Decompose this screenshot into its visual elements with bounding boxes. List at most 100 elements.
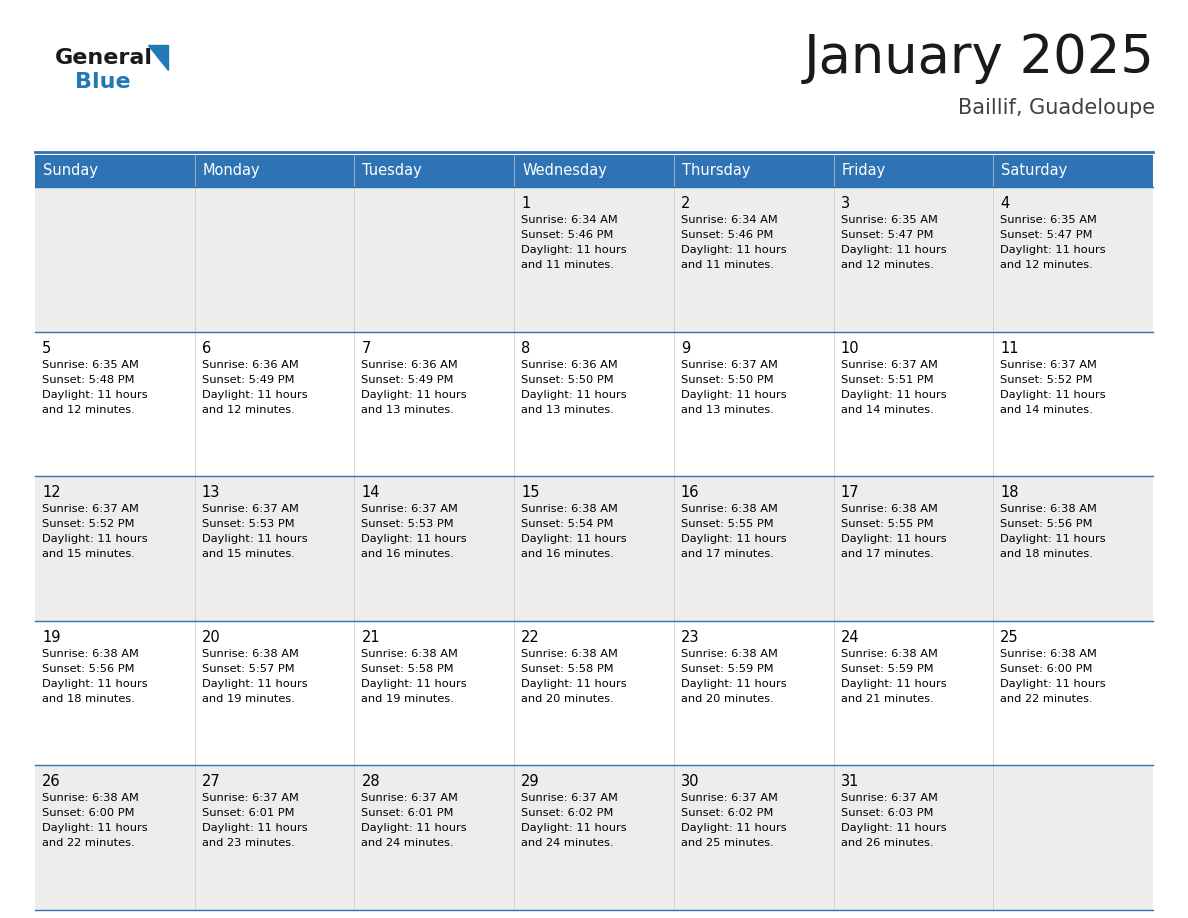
Text: 9: 9 [681, 341, 690, 355]
Text: and 18 minutes.: and 18 minutes. [1000, 549, 1093, 559]
Text: Daylight: 11 hours: Daylight: 11 hours [361, 389, 467, 399]
Text: Daylight: 11 hours: Daylight: 11 hours [841, 534, 946, 544]
Text: Sunset: 5:55 PM: Sunset: 5:55 PM [681, 520, 773, 529]
Text: Sunrise: 6:38 AM: Sunrise: 6:38 AM [1000, 649, 1098, 659]
Text: Friday: Friday [841, 163, 886, 178]
Text: 7: 7 [361, 341, 371, 355]
Text: Daylight: 11 hours: Daylight: 11 hours [681, 245, 786, 255]
Text: Daylight: 11 hours: Daylight: 11 hours [681, 389, 786, 399]
Text: and 14 minutes.: and 14 minutes. [841, 405, 934, 415]
Text: Sunrise: 6:36 AM: Sunrise: 6:36 AM [522, 360, 618, 370]
Text: Daylight: 11 hours: Daylight: 11 hours [681, 678, 786, 688]
Text: 31: 31 [841, 775, 859, 789]
Text: 13: 13 [202, 486, 220, 500]
Text: Sunrise: 6:38 AM: Sunrise: 6:38 AM [1000, 504, 1098, 514]
Text: Baillif, Guadeloupe: Baillif, Guadeloupe [958, 98, 1155, 118]
Text: 25: 25 [1000, 630, 1019, 644]
Text: 18: 18 [1000, 486, 1019, 500]
Text: Daylight: 11 hours: Daylight: 11 hours [522, 823, 627, 834]
Text: and 18 minutes.: and 18 minutes. [42, 694, 135, 704]
Text: Sunset: 5:50 PM: Sunset: 5:50 PM [522, 375, 614, 385]
Text: Daylight: 11 hours: Daylight: 11 hours [202, 389, 308, 399]
Text: 4: 4 [1000, 196, 1010, 211]
Bar [514, 155, 674, 187]
Polygon shape [148, 45, 168, 70]
Text: and 24 minutes.: and 24 minutes. [522, 838, 614, 848]
Text: and 24 minutes.: and 24 minutes. [361, 838, 454, 848]
Text: Daylight: 11 hours: Daylight: 11 hours [42, 534, 147, 544]
Text: Sunrise: 6:35 AM: Sunrise: 6:35 AM [42, 360, 139, 370]
Text: Sunset: 5:52 PM: Sunset: 5:52 PM [42, 520, 134, 529]
Text: and 12 minutes.: and 12 minutes. [1000, 260, 1093, 270]
Text: 20: 20 [202, 630, 221, 644]
Text: and 14 minutes.: and 14 minutes. [1000, 405, 1093, 415]
Text: Daylight: 11 hours: Daylight: 11 hours [522, 245, 627, 255]
Text: Daylight: 11 hours: Daylight: 11 hours [361, 823, 467, 834]
Bar [834, 155, 993, 187]
Text: and 16 minutes.: and 16 minutes. [361, 549, 454, 559]
Text: Wednesday: Wednesday [523, 163, 607, 178]
Text: 11: 11 [1000, 341, 1019, 355]
Text: Daylight: 11 hours: Daylight: 11 hours [202, 534, 308, 544]
Text: Sunset: 5:50 PM: Sunset: 5:50 PM [681, 375, 773, 385]
Text: 6: 6 [202, 341, 211, 355]
Text: 26: 26 [42, 775, 61, 789]
Text: Sunrise: 6:38 AM: Sunrise: 6:38 AM [681, 649, 778, 659]
Text: Sunset: 6:03 PM: Sunset: 6:03 PM [841, 809, 933, 819]
Text: and 22 minutes.: and 22 minutes. [42, 838, 134, 848]
Text: Daylight: 11 hours: Daylight: 11 hours [1000, 245, 1106, 255]
Text: Sunrise: 6:37 AM: Sunrise: 6:37 AM [841, 360, 937, 370]
Text: Sunset: 5:57 PM: Sunset: 5:57 PM [202, 664, 295, 674]
Text: 28: 28 [361, 775, 380, 789]
Text: Thursday: Thursday [682, 163, 751, 178]
Text: Sunset: 6:01 PM: Sunset: 6:01 PM [361, 809, 454, 819]
Text: 2: 2 [681, 196, 690, 211]
Text: Sunrise: 6:37 AM: Sunrise: 6:37 AM [42, 504, 139, 514]
Text: 29: 29 [522, 775, 539, 789]
Text: Sunrise: 6:36 AM: Sunrise: 6:36 AM [202, 360, 298, 370]
Text: Sunset: 5:51 PM: Sunset: 5:51 PM [841, 375, 934, 385]
Text: Sunset: 5:58 PM: Sunset: 5:58 PM [522, 664, 614, 674]
Text: Sunset: 6:02 PM: Sunset: 6:02 PM [522, 809, 613, 819]
Text: and 21 minutes.: and 21 minutes. [841, 694, 934, 704]
Text: Sunrise: 6:37 AM: Sunrise: 6:37 AM [361, 793, 459, 803]
Text: 12: 12 [42, 486, 61, 500]
Text: and 17 minutes.: and 17 minutes. [841, 549, 934, 559]
Text: Daylight: 11 hours: Daylight: 11 hours [522, 389, 627, 399]
Text: Sunset: 5:53 PM: Sunset: 5:53 PM [202, 520, 295, 529]
Text: Daylight: 11 hours: Daylight: 11 hours [841, 245, 946, 255]
Text: Blue: Blue [75, 72, 131, 92]
Text: Sunset: 5:58 PM: Sunset: 5:58 PM [361, 664, 454, 674]
Text: and 15 minutes.: and 15 minutes. [42, 549, 135, 559]
Text: Sunset: 5:53 PM: Sunset: 5:53 PM [361, 520, 454, 529]
Text: Daylight: 11 hours: Daylight: 11 hours [361, 678, 467, 688]
Bar [354, 155, 514, 187]
Text: Sunrise: 6:38 AM: Sunrise: 6:38 AM [841, 504, 937, 514]
Text: and 13 minutes.: and 13 minutes. [522, 405, 614, 415]
Text: and 12 minutes.: and 12 minutes. [42, 405, 134, 415]
Text: and 11 minutes.: and 11 minutes. [522, 260, 614, 270]
Bar [34, 476, 1154, 621]
Text: Sunset: 5:55 PM: Sunset: 5:55 PM [841, 520, 934, 529]
Text: Sunset: 5:46 PM: Sunset: 5:46 PM [522, 230, 613, 240]
Text: Sunrise: 6:34 AM: Sunrise: 6:34 AM [681, 215, 778, 225]
Text: 27: 27 [202, 775, 221, 789]
Text: General: General [55, 48, 153, 68]
Text: 5: 5 [42, 341, 51, 355]
Text: Sunset: 6:02 PM: Sunset: 6:02 PM [681, 809, 773, 819]
Bar [34, 331, 1154, 476]
Text: Sunday: Sunday [43, 163, 97, 178]
Bar [34, 766, 1154, 910]
Text: 17: 17 [841, 486, 859, 500]
Text: Daylight: 11 hours: Daylight: 11 hours [841, 389, 946, 399]
Text: Daylight: 11 hours: Daylight: 11 hours [841, 678, 946, 688]
Text: 8: 8 [522, 341, 530, 355]
Text: Sunset: 5:52 PM: Sunset: 5:52 PM [1000, 375, 1093, 385]
Text: 24: 24 [841, 630, 859, 644]
Text: and 20 minutes.: and 20 minutes. [681, 694, 773, 704]
Text: Daylight: 11 hours: Daylight: 11 hours [42, 823, 147, 834]
Bar [674, 155, 834, 187]
Text: Sunrise: 6:38 AM: Sunrise: 6:38 AM [361, 649, 459, 659]
Text: 15: 15 [522, 486, 539, 500]
Text: January 2025: January 2025 [804, 32, 1155, 84]
